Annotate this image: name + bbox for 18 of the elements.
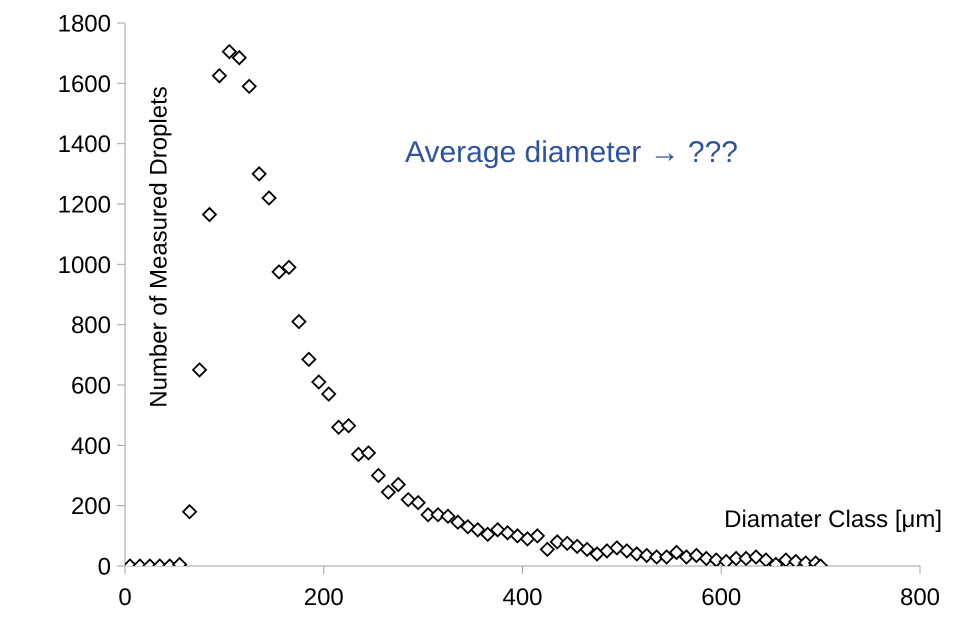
y-tick-label: 1200 [58,192,111,219]
y-tick-label: 600 [70,372,111,400]
annotation: Average diameter → ??? [405,136,738,170]
x-tick-label: 400 [502,584,543,612]
y-tick-label: 1800 [58,10,111,38]
x-tick-label: 800 [900,584,940,612]
y-axis-title: Number of Measured Droplets [146,86,174,408]
x-tick-label: 0 [118,584,132,612]
x-axis-title: Diamater Class [μm] [724,506,942,534]
y-tick-label: 400 [70,432,111,460]
y-tick-label: 1400 [58,131,111,158]
x-tick-label: 200 [304,584,344,612]
y-tick-label: 1600 [58,70,111,98]
y-tick-label: 200 [70,493,111,520]
y-tick-label: 800 [70,312,111,340]
y-tick-label: 1000 [58,252,111,279]
y-tick-label: 0 [98,554,111,581]
x-tick-label: 600 [701,584,742,612]
